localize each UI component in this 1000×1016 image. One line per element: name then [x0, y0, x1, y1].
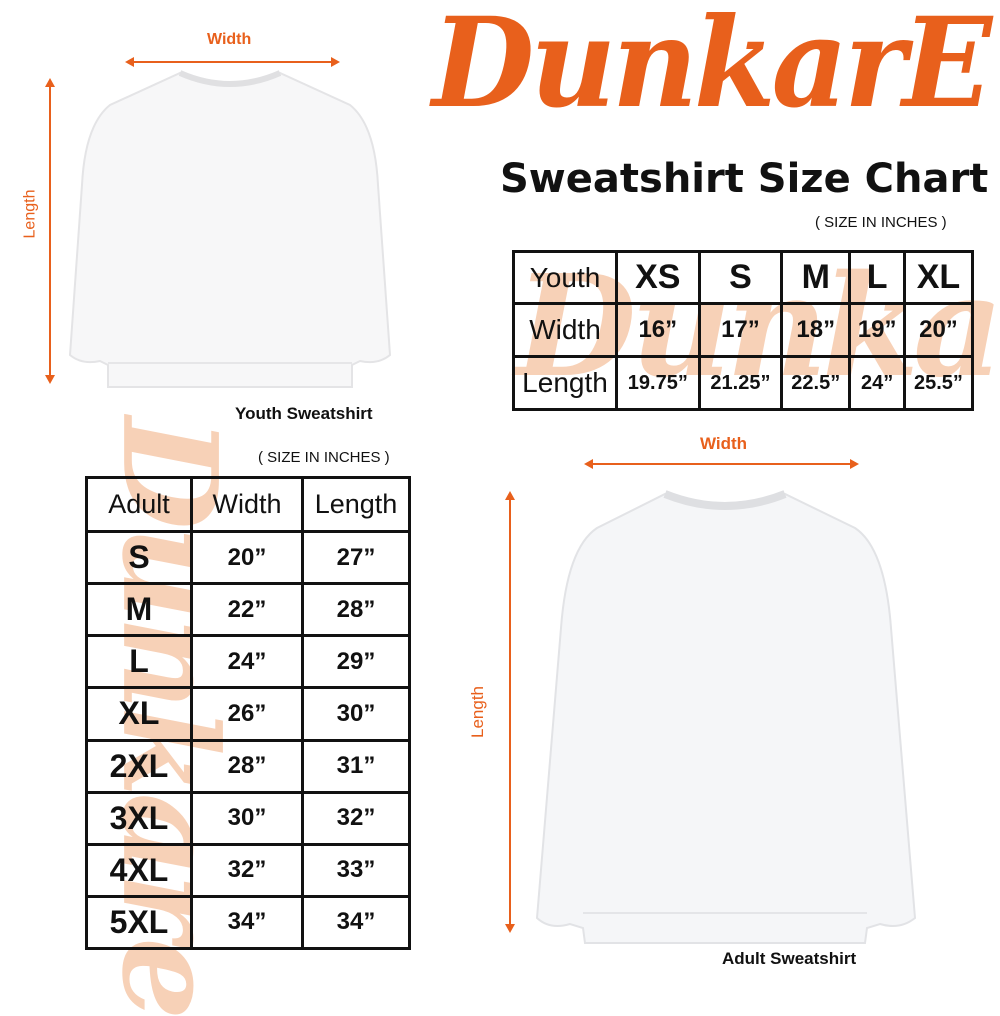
youth-length-arrow: [45, 78, 55, 384]
youth-cell: 16”: [615, 302, 701, 358]
youth-cell: 20”: [902, 302, 975, 358]
adult-table-row: M 22” 28”: [85, 582, 411, 638]
youth-width-label: Width: [207, 31, 252, 48]
adult-table-row: L 24” 29”: [85, 634, 411, 690]
adult-cell: 20”: [190, 530, 304, 586]
youth-header-cell: L: [848, 250, 906, 305]
youth-cell: 25.5”: [902, 355, 975, 411]
adult-cell: 33”: [301, 842, 411, 898]
adult-cell: 34”: [301, 894, 411, 951]
youth-cell: 22.5”: [780, 355, 852, 411]
adult-header-cell: Adult: [85, 475, 193, 534]
youth-header-cell: M: [780, 250, 852, 305]
youth-cell: 21.25”: [697, 355, 784, 411]
adult-cell: 29”: [301, 634, 411, 690]
adult-cell: 28”: [190, 738, 304, 794]
adult-size-cell: 5XL: [85, 894, 193, 951]
adult-cell: 27”: [301, 530, 411, 586]
adult-cell: 32”: [301, 790, 411, 846]
adult-cell: 31”: [301, 738, 411, 794]
youth-cell: 18”: [780, 302, 852, 358]
youth-row-label: Width: [512, 302, 618, 358]
adult-length-arrow: [505, 491, 515, 933]
brand-logo: DunkarE: [432, 0, 992, 136]
youth-header-cell: XS: [615, 250, 701, 305]
adult-size-cell: M: [85, 582, 193, 638]
page-title: Sweatshirt Size Chart: [500, 156, 989, 202]
youth-cell: 19.75”: [615, 355, 701, 411]
youth-header-cell: S: [697, 250, 784, 305]
adult-size-cell: L: [85, 634, 193, 690]
adult-cell: 24”: [190, 634, 304, 690]
adult-cell: 26”: [190, 686, 304, 742]
adult-size-cell: 2XL: [85, 738, 193, 794]
adult-table-row: 5XL 34” 34”: [85, 894, 411, 951]
adult-table-row: XL 26” 30”: [85, 686, 411, 742]
youth-size-table: Youth XS S M L XL Width 16” 17” 18” 19” …: [512, 250, 975, 411]
adult-length-label: Length: [468, 686, 487, 738]
youth-caption: Youth Sweatshirt: [235, 404, 373, 423]
adult-cell: 32”: [190, 842, 304, 898]
youth-sweatshirt-image: [68, 70, 392, 388]
adult-cell: 30”: [190, 790, 304, 846]
adult-caption: Adult Sweatshirt: [722, 949, 857, 968]
youth-width-row: Width 16” 17” 18” 19” 20”: [512, 302, 975, 358]
adult-table-row: S 20” 27”: [85, 530, 411, 586]
adult-table-row: 4XL 32” 33”: [85, 842, 411, 898]
youth-length-label: Length: [21, 189, 39, 239]
adult-size-cell: S: [85, 530, 193, 586]
adult-size-cell: 3XL: [85, 790, 193, 846]
adult-header-row: Adult Width Length: [85, 475, 411, 534]
adult-size-note: ( SIZE IN INCHES ): [258, 449, 390, 466]
adult-size-table: Adult Width Length S 20” 27” M 22” 28” L 24” 29”…: [85, 475, 411, 951]
youth-header-cell: XL: [902, 250, 975, 305]
youth-cell: 24”: [848, 355, 906, 411]
adult-header-cell: Length: [301, 475, 411, 534]
adult-header-cell: Width: [190, 475, 304, 534]
youth-header-row: Youth XS S M L XL: [512, 250, 975, 305]
youth-cell: 17”: [697, 302, 784, 358]
adult-width-label: Width: [700, 434, 748, 453]
adult-size-cell: 4XL: [85, 842, 193, 898]
youth-length-row: Length 19.75” 21.25” 22.5” 24” 25.5”: [512, 355, 975, 411]
adult-table-row: 2XL 28” 31”: [85, 738, 411, 794]
adult-cell: 30”: [301, 686, 411, 742]
adult-cell: 34”: [190, 894, 304, 951]
adult-width-arrow: [584, 459, 859, 469]
adult-sweatshirt-image: [535, 490, 917, 944]
adult-size-cell: XL: [85, 686, 193, 742]
youth-row-label: Length: [512, 355, 618, 411]
adult-cell: 28”: [301, 582, 411, 638]
adult-table-row: 3XL 30” 32”: [85, 790, 411, 846]
youth-cell: 19”: [848, 302, 906, 358]
youth-header-cell: Youth: [512, 250, 618, 305]
adult-cell: 22”: [190, 582, 304, 638]
youth-width-arrow: [125, 57, 340, 67]
youth-size-note: ( SIZE IN INCHES ): [815, 214, 947, 231]
